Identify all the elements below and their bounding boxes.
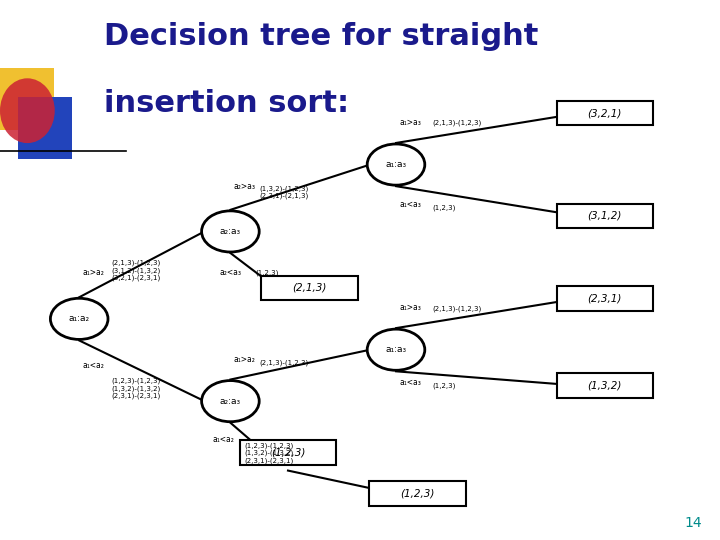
Ellipse shape (367, 144, 425, 185)
Text: (1,2,3): (1,2,3) (271, 448, 305, 457)
FancyBboxPatch shape (557, 204, 653, 228)
Text: Decision tree for straight: Decision tree for straight (104, 22, 539, 51)
Text: 14: 14 (685, 516, 702, 530)
Text: (1,2,3): (1,2,3) (256, 270, 279, 276)
Ellipse shape (0, 78, 55, 143)
Text: (1,2,3)-(1,2,3)
(1,3,2)-(1,3,2)
(2,3,1)-(2,3,1): (1,2,3)-(1,2,3) (1,3,2)-(1,3,2) (2,3,1)-… (245, 442, 294, 464)
Text: (3,1,2): (3,1,2) (588, 211, 622, 221)
Text: a₂:a₃: a₂:a₃ (220, 227, 241, 236)
Ellipse shape (367, 329, 425, 370)
Text: a₁<a₃: a₁<a₃ (400, 200, 421, 208)
Text: (2,3,1): (2,3,1) (588, 293, 622, 303)
Text: (1,2,3): (1,2,3) (432, 204, 455, 211)
Text: a₁:a₃: a₁:a₃ (385, 345, 407, 354)
Ellipse shape (50, 298, 108, 340)
Ellipse shape (202, 211, 259, 252)
Text: a₂:a₃: a₂:a₃ (220, 397, 241, 406)
Text: (3,2,1): (3,2,1) (588, 108, 622, 118)
Text: (2,1,3)-(1,2,3): (2,1,3)-(1,2,3) (259, 360, 308, 367)
Text: a₁<a₂: a₁<a₂ (83, 361, 104, 370)
Text: a₂<a₃: a₂<a₃ (220, 268, 242, 277)
Text: a₁>a₃: a₁>a₃ (400, 303, 421, 312)
Text: (1,2,3): (1,2,3) (400, 489, 435, 499)
FancyBboxPatch shape (557, 101, 653, 125)
FancyBboxPatch shape (261, 275, 358, 300)
Text: a₁>a₃: a₁>a₃ (400, 118, 421, 127)
Text: (2,1,3)-(1,2,3): (2,1,3)-(1,2,3) (432, 306, 481, 313)
Text: (1,3,2): (1,3,2) (588, 381, 622, 391)
Text: insertion sort:: insertion sort: (104, 89, 349, 118)
Text: a₁>a₂: a₁>a₂ (234, 355, 256, 364)
Ellipse shape (202, 381, 259, 422)
FancyBboxPatch shape (240, 440, 336, 465)
FancyBboxPatch shape (369, 481, 466, 506)
Text: (2,1,3)-(1,2,3): (2,1,3)-(1,2,3) (432, 119, 481, 126)
Text: a₁:a₃: a₁:a₃ (385, 160, 407, 169)
Text: a₁:a₂: a₁:a₂ (68, 314, 90, 323)
Text: (2,1,3)-(1,2,3)
(3,1,2)-(1,3,2)
(3,2,1)-(2,3,1): (2,1,3)-(1,2,3) (3,1,2)-(1,3,2) (3,2,1)-… (112, 260, 161, 281)
FancyBboxPatch shape (18, 97, 72, 159)
FancyBboxPatch shape (0, 68, 54, 130)
Text: (1,3,2)-(1,2,3)
(2,3,1)-(2,1,3): (1,3,2)-(1,2,3) (2,3,1)-(2,1,3) (259, 185, 308, 199)
FancyBboxPatch shape (557, 373, 653, 398)
Text: a₁<a₃: a₁<a₃ (400, 378, 421, 387)
Text: (1,2,3)-(1,2,3)
(1,3,2)-(1,3,2)
(2,3,1)-(2,3,1): (1,2,3)-(1,2,3) (1,3,2)-(1,3,2) (2,3,1)-… (112, 378, 161, 400)
Text: a₁<a₂: a₁<a₂ (212, 435, 234, 444)
Text: (1,2,3): (1,2,3) (432, 382, 455, 389)
Text: a₂>a₃: a₂>a₃ (234, 181, 256, 191)
FancyBboxPatch shape (557, 286, 653, 310)
Text: (2,1,3): (2,1,3) (292, 283, 327, 293)
Text: a₁>a₂: a₁>a₂ (83, 268, 104, 277)
